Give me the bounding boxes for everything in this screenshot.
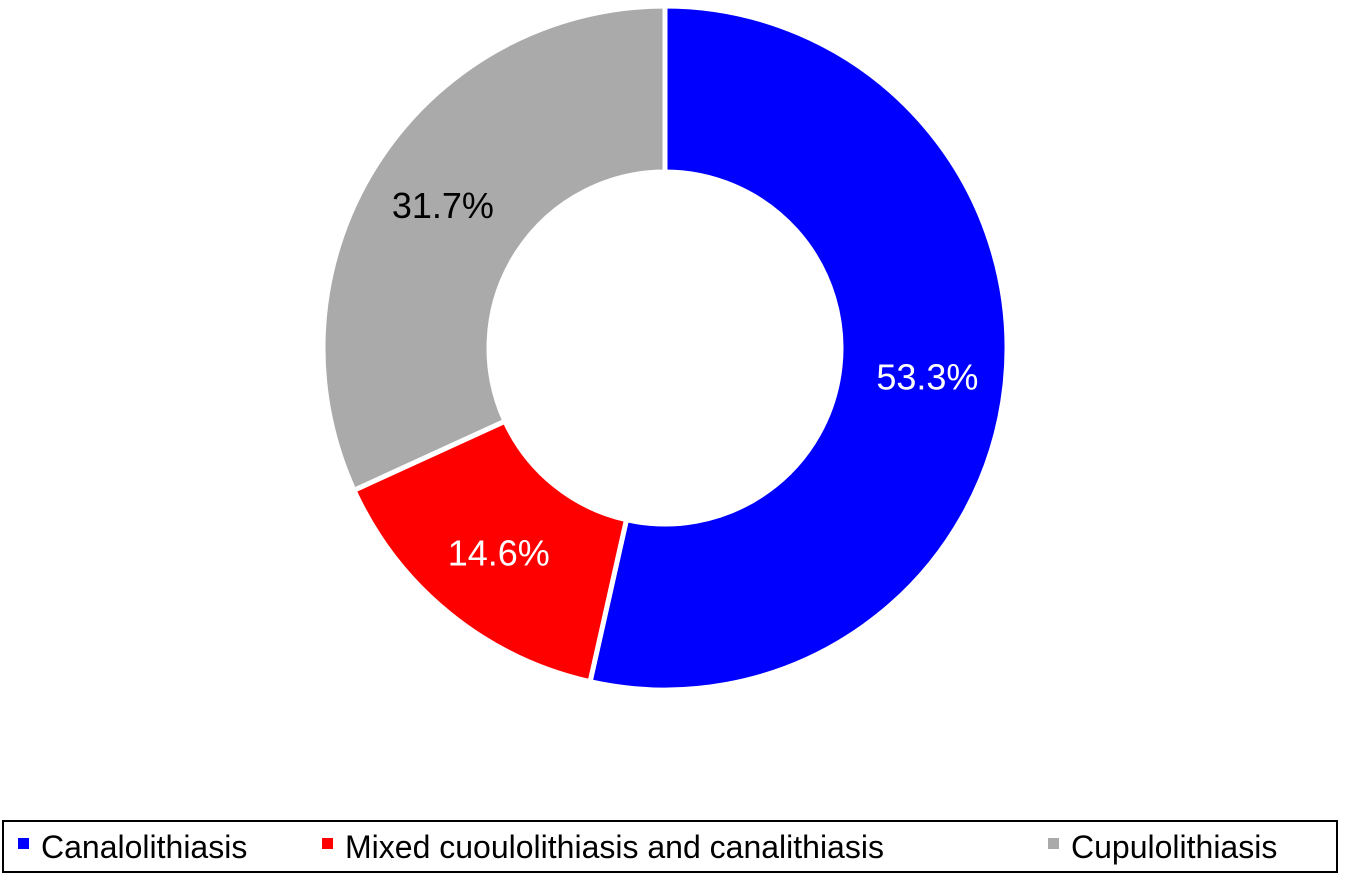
legend-swatch-canalolithiasis (18, 838, 29, 849)
chart-legend: Canalolithiasis Mixed cuoulolithiasis an… (2, 820, 1338, 873)
donut-slice-canalolithiasis (587, 3, 1010, 693)
slice-value-label: 31.7% (392, 185, 494, 226)
slice-value-label: 53.3% (876, 357, 978, 398)
legend-label-mixed: Mixed cuoulolithiasis and canalithiasis (345, 828, 884, 865)
slice-value-label: 14.6% (448, 533, 550, 574)
legend-item-cupulolithiasis: Cupulolithiasis (1048, 822, 1277, 871)
slice-labels: 53.3% 14.6% 31.7% (392, 185, 979, 574)
legend-item-canalolithiasis: Canalolithiasis (18, 822, 247, 871)
donut-slice-cupulolithiasis (320, 3, 668, 494)
donut-slice-mixed-cuoulolithiasis-and-canalithiasis (350, 417, 630, 685)
legend-label-cupulolithiasis: Cupulolithiasis (1071, 828, 1278, 865)
legend-item-mixed: Mixed cuoulolithiasis and canalithiasis (322, 822, 884, 871)
donut-slices (320, 3, 1010, 693)
legend-label-canalolithiasis: Canalolithiasis (41, 828, 248, 865)
legend-swatch-cupulolithiasis (1048, 838, 1059, 849)
legend-swatch-mixed (322, 838, 333, 849)
donut-chart: 53.3% 14.6% 31.7% (320, 3, 1010, 693)
